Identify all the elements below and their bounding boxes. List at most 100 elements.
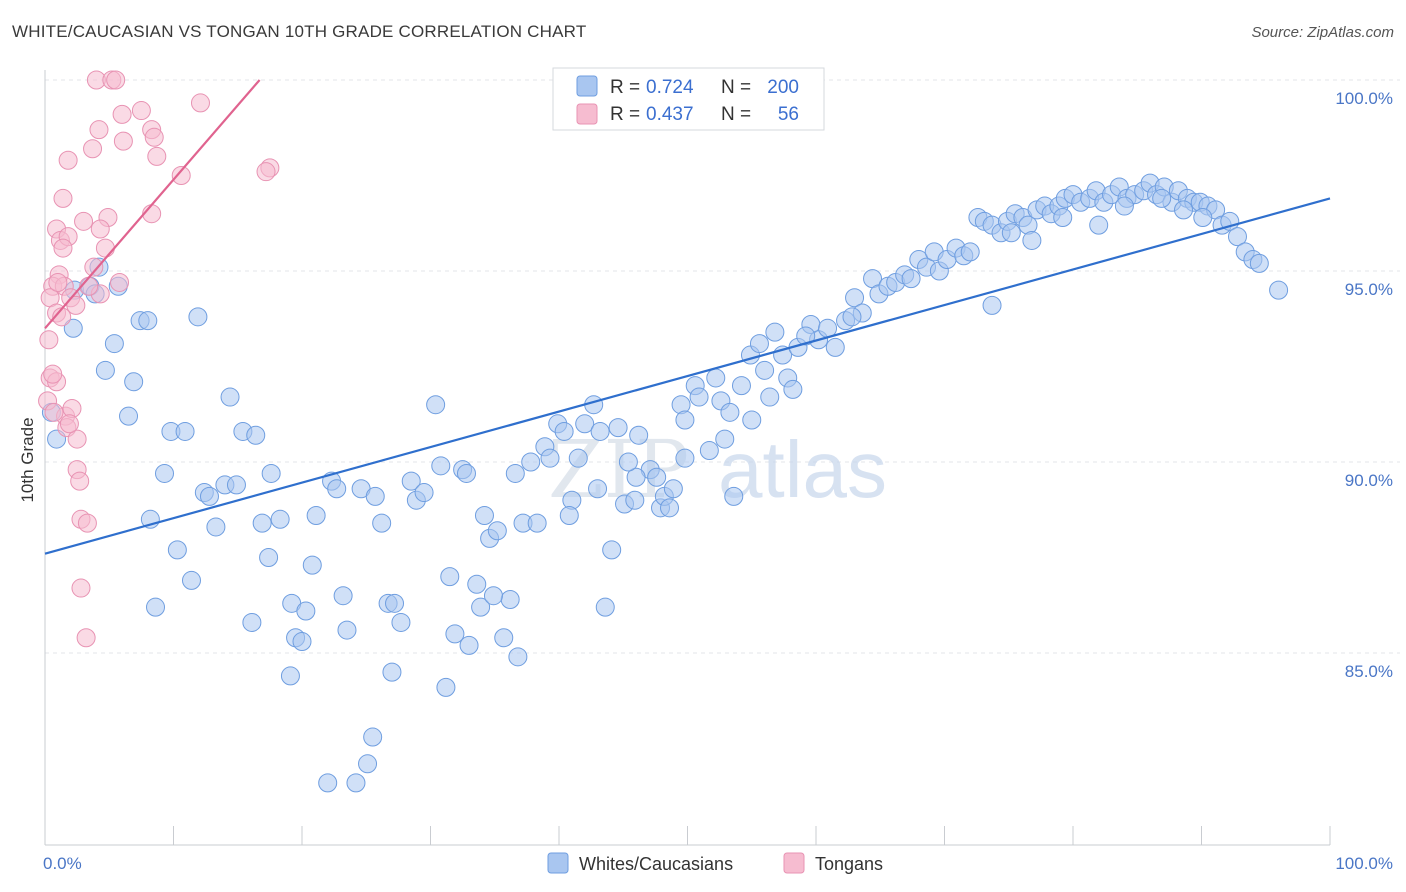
point-whites-54 (426, 395, 446, 415)
point-whites-181 (783, 379, 803, 399)
point-whites-26 (220, 387, 240, 407)
point-whites-193 (318, 773, 338, 793)
point-whites-39 (280, 666, 300, 686)
point-whites-11 (124, 372, 144, 392)
point-whites-104 (760, 387, 780, 407)
chart-title: WHITE/CAUCASIAN VS TONGAN 10TH GRADE COR… (12, 22, 587, 41)
point-tongans-34 (39, 330, 59, 350)
point-whites-194 (382, 662, 402, 682)
point-whites-173 (1053, 208, 1073, 228)
axes (44, 70, 1331, 846)
legend-r-label-whites: R = (610, 77, 640, 98)
point-whites-175 (1114, 196, 1134, 216)
point-whites-170 (982, 295, 1002, 315)
point-tongans-9 (144, 127, 164, 147)
point-whites-23 (199, 486, 219, 506)
point-whites-103 (755, 360, 775, 380)
point-whites-85 (629, 425, 649, 445)
point-whites-61 (471, 597, 491, 617)
point-whites-184 (675, 448, 695, 468)
point-whites-62 (474, 505, 494, 525)
point-tongans-51 (66, 295, 86, 315)
point-whites-32 (259, 548, 279, 567)
point-whites-47 (372, 513, 392, 533)
point-tongans-10 (83, 139, 103, 159)
point-whites-67 (505, 463, 525, 483)
point-whites-60 (467, 574, 487, 594)
trend-line-tongans (44, 79, 261, 330)
point-whites-105 (765, 322, 785, 342)
point-whites-188 (618, 452, 638, 472)
legend-n-value-tongans: 56 (778, 104, 799, 125)
legend-r-value-whites: 0.724 (646, 77, 694, 98)
point-whites-40 (306, 505, 326, 525)
point-whites-183 (715, 429, 735, 449)
point-whites-94 (689, 387, 709, 407)
point-whites-186 (588, 479, 608, 499)
point-tongans-49 (256, 162, 276, 182)
point-tongans-22 (90, 219, 110, 239)
point-whites-70 (527, 513, 547, 533)
point-whites-33 (261, 463, 281, 483)
point-whites-49 (385, 593, 405, 613)
point-whites-174 (1089, 215, 1109, 235)
point-whites-191 (358, 754, 378, 774)
point-whites-10 (119, 406, 139, 426)
point-tongans-7 (113, 131, 133, 151)
point-whites-80 (595, 597, 615, 617)
point-whites-69 (521, 452, 541, 472)
point-whites-95 (699, 441, 719, 461)
point-whites-76 (568, 448, 588, 468)
point-tongans-11 (58, 150, 78, 170)
point-whites-29 (242, 612, 262, 632)
series-tongans-points (38, 70, 280, 648)
point-whites-182 (742, 410, 762, 430)
point-whites-46 (365, 486, 385, 506)
y-tick-label-95: 95.0% (1345, 280, 1393, 299)
point-tongans-42 (67, 429, 87, 449)
y-axis-label: 10th Grade (18, 417, 37, 502)
point-whites-100 (731, 376, 751, 396)
point-whites-16 (155, 463, 175, 483)
point-tongans-24 (95, 238, 115, 258)
point-whites-81 (602, 540, 622, 560)
point-tongans-4 (112, 104, 132, 124)
point-whites-121 (901, 269, 921, 289)
legend-box (552, 67, 825, 131)
bottom-legend: Whites/Caucasians Tongans (547, 852, 883, 874)
point-whites-31 (252, 513, 272, 533)
point-whites-42 (327, 479, 347, 499)
point-tongans-5 (131, 101, 151, 121)
point-whites-102 (749, 334, 769, 354)
point-tongans-54 (43, 364, 63, 384)
point-whites-72 (540, 448, 560, 468)
point-tongans-50 (48, 272, 68, 292)
point-whites-77 (575, 414, 595, 434)
legend-r-value-tongans: 0.437 (646, 104, 694, 125)
watermark-atlas: atlas (718, 425, 887, 514)
point-whites-21 (188, 307, 208, 327)
y-tick-label-100: 100.0% (1335, 89, 1393, 108)
legend-n-value-whites: 200 (767, 77, 799, 98)
point-whites-13 (138, 311, 158, 331)
point-tongans-12 (147, 146, 167, 166)
point-tongans-23 (53, 238, 73, 258)
legend-n-label-whites: N = (721, 77, 751, 98)
point-whites-176 (1152, 188, 1172, 208)
point-whites-7 (95, 360, 115, 380)
point-whites-18 (167, 540, 187, 560)
point-whites-8 (104, 334, 124, 354)
point-whites-66 (500, 590, 520, 610)
point-whites-37 (292, 632, 312, 652)
point-whites-177 (1174, 200, 1194, 220)
point-whites-38 (296, 601, 316, 621)
point-whites-51 (401, 471, 421, 491)
point-whites-19 (175, 421, 195, 441)
bottom-legend-label-tongans: Tongans (815, 854, 883, 874)
point-whites-53 (414, 483, 434, 503)
y-tick-label-90: 90.0% (1345, 471, 1393, 490)
point-whites-112 (825, 337, 845, 357)
point-whites-172 (1022, 230, 1042, 250)
point-whites-56 (440, 567, 460, 587)
point-whites-178 (1193, 208, 1213, 228)
